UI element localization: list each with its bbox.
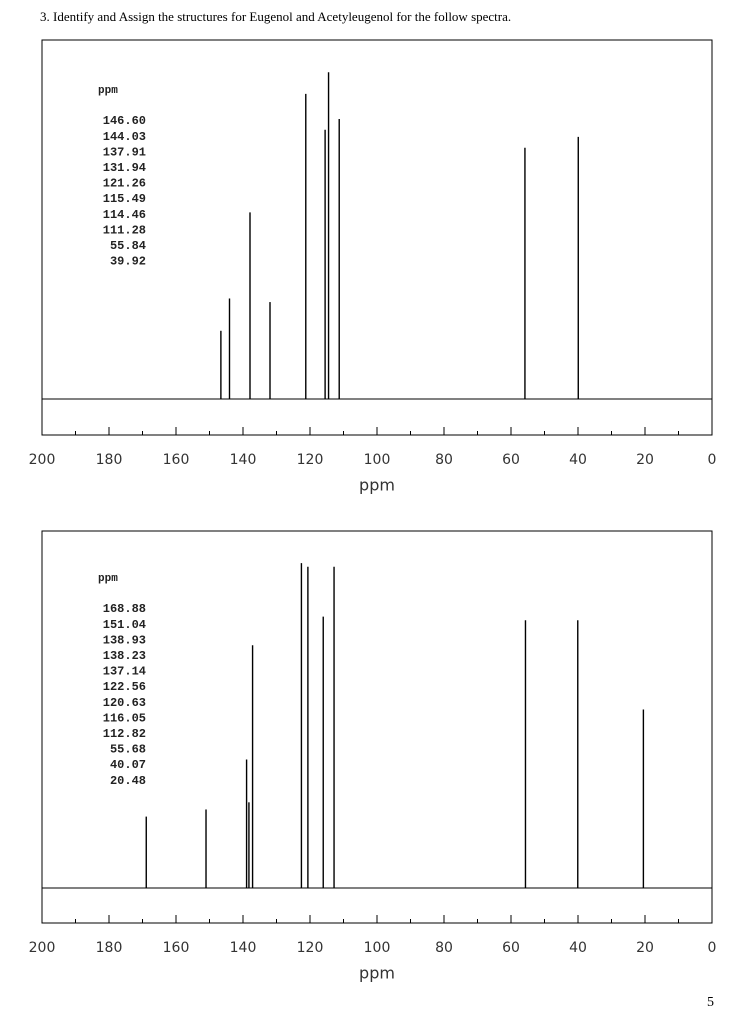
x-tick-label: 200 (29, 940, 56, 956)
x-tick-label: 100 (364, 452, 391, 468)
x-tick-label: 180 (96, 940, 123, 956)
peak-list-item: 138.23 (103, 649, 146, 663)
peak-list-item: 137.14 (103, 665, 146, 679)
x-tick-label: 140 (230, 940, 257, 956)
page-number: 5 (707, 995, 714, 1010)
peak-list-item: 137.91 (103, 145, 146, 159)
question: 3. Identify and Assign the structures fo… (40, 9, 511, 24)
x-tick-label: 40 (569, 940, 587, 956)
x-tick-label: 180 (96, 452, 123, 468)
peak-list-item: 138.93 (103, 633, 146, 647)
x-tick-label: 0 (708, 940, 717, 956)
x-tick-label: 120 (297, 940, 324, 956)
x-axis-label: ppm (359, 964, 395, 983)
peak-list-item: 111.28 (103, 223, 146, 237)
peak-list-item: 55.68 (110, 743, 146, 757)
x-tick-label: 20 (636, 452, 654, 468)
x-tick-label: 100 (364, 940, 391, 956)
peak-list-item: 39.92 (110, 255, 146, 269)
peak-list-item: 114.46 (103, 208, 146, 222)
peak-list-item: 151.04 (103, 618, 146, 632)
x-axis-label: ppm (359, 476, 395, 495)
peak-list-item: 146.60 (103, 114, 146, 128)
peak-list-item: 115.49 (103, 192, 146, 206)
x-tick-label: 0 (708, 452, 717, 468)
peak-list-item: 55.84 (110, 239, 146, 253)
peak-list-item: 112.82 (103, 727, 146, 741)
peak-list-title: ppm (98, 85, 118, 97)
x-tick-label: 80 (435, 940, 453, 956)
x-tick-label: 40 (569, 452, 587, 468)
peak-list-item: 122.56 (103, 680, 146, 694)
x-tick-label: 160 (163, 452, 190, 468)
peak-list-title: ppm (98, 573, 118, 585)
peak-list-item: 40.07 (110, 758, 146, 772)
peak-list-item: 168.88 (103, 602, 146, 616)
x-tick-label: 140 (230, 452, 257, 468)
peak-list-item: 20.48 (110, 774, 146, 788)
peak-list-item: 131.94 (103, 161, 146, 175)
peak-list-item: 116.05 (103, 711, 146, 725)
peak-list-item: 120.63 (103, 696, 146, 710)
peak-list-item: 144.03 (103, 130, 146, 144)
x-tick-label: 120 (297, 452, 324, 468)
x-tick-label: 60 (502, 940, 520, 956)
x-tick-label: 200 (29, 452, 56, 468)
peak-list-item: 121.26 (103, 177, 146, 191)
x-tick-label: 60 (502, 452, 520, 468)
plot-frame (41, 39, 713, 436)
x-tick-label: 80 (435, 452, 453, 468)
x-tick-label: 160 (163, 940, 190, 956)
x-tick-label: 20 (636, 940, 654, 956)
